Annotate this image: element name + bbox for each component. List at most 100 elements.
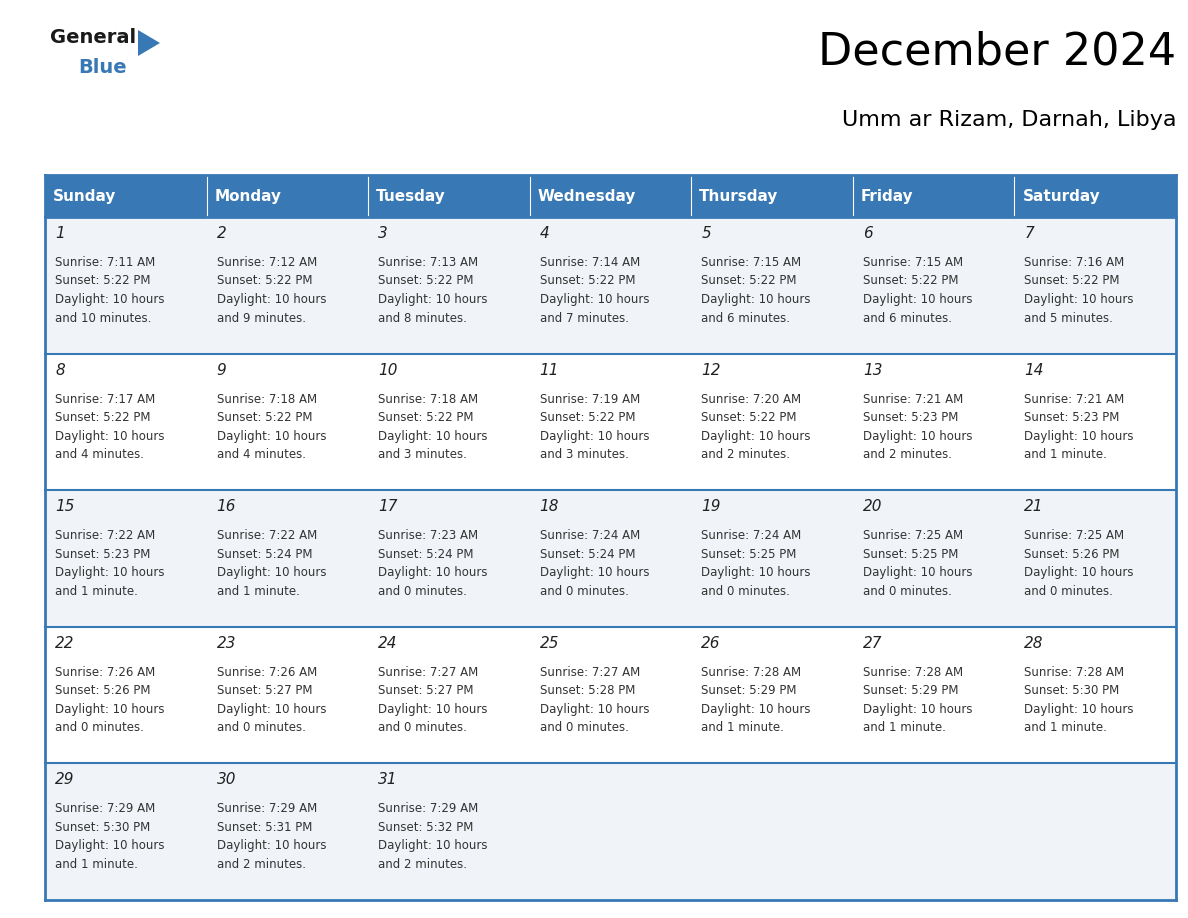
Bar: [853, 764, 1015, 900]
Text: Sunrise: 7:28 AM: Sunrise: 7:28 AM: [862, 666, 963, 678]
Text: Sunset: 5:22 PM: Sunset: 5:22 PM: [378, 274, 474, 287]
Text: Sunrise: 7:22 AM: Sunrise: 7:22 AM: [55, 529, 156, 543]
Bar: [45, 217, 207, 353]
Text: 8: 8: [55, 363, 65, 377]
Text: and 3 minutes.: and 3 minutes.: [378, 448, 467, 461]
Bar: [45, 627, 207, 764]
Text: and 1 minute.: and 1 minute.: [55, 585, 138, 598]
Text: Sunset: 5:27 PM: Sunset: 5:27 PM: [216, 684, 312, 698]
Text: 18: 18: [539, 499, 560, 514]
Text: and 1 minute.: and 1 minute.: [216, 585, 299, 598]
Text: and 2 minutes.: and 2 minutes.: [701, 448, 790, 461]
Bar: [207, 175, 368, 217]
Text: 24: 24: [378, 636, 398, 651]
Text: and 0 minutes.: and 0 minutes.: [701, 585, 790, 598]
Text: 19: 19: [701, 499, 721, 514]
Bar: [1015, 175, 1176, 217]
Text: Daylight: 10 hours: Daylight: 10 hours: [216, 703, 326, 716]
Text: Sunday: Sunday: [53, 188, 116, 204]
Bar: [368, 175, 530, 217]
Text: Sunrise: 7:21 AM: Sunrise: 7:21 AM: [862, 393, 963, 406]
Text: and 0 minutes.: and 0 minutes.: [378, 585, 467, 598]
Bar: [530, 490, 691, 627]
Text: Sunset: 5:22 PM: Sunset: 5:22 PM: [701, 274, 797, 287]
Bar: [45, 490, 207, 627]
Text: and 1 minute.: and 1 minute.: [701, 722, 784, 734]
Text: 23: 23: [216, 636, 236, 651]
Text: and 8 minutes.: and 8 minutes.: [378, 311, 467, 324]
Text: 5: 5: [701, 226, 712, 241]
Text: and 2 minutes.: and 2 minutes.: [378, 858, 467, 871]
Text: and 1 minute.: and 1 minute.: [55, 858, 138, 871]
Text: 9: 9: [216, 363, 227, 377]
Bar: [1015, 217, 1176, 353]
Text: Sunset: 5:23 PM: Sunset: 5:23 PM: [862, 411, 959, 424]
Text: Sunset: 5:22 PM: Sunset: 5:22 PM: [862, 274, 959, 287]
Bar: [207, 764, 368, 900]
Text: 11: 11: [539, 363, 560, 377]
Text: Daylight: 10 hours: Daylight: 10 hours: [378, 566, 487, 579]
Text: Daylight: 10 hours: Daylight: 10 hours: [1024, 293, 1133, 306]
Text: Sunset: 5:30 PM: Sunset: 5:30 PM: [1024, 684, 1119, 698]
Text: Sunrise: 7:23 AM: Sunrise: 7:23 AM: [378, 529, 479, 543]
Text: Sunset: 5:30 PM: Sunset: 5:30 PM: [55, 821, 150, 834]
Text: 12: 12: [701, 363, 721, 377]
Bar: [530, 217, 691, 353]
Bar: [530, 353, 691, 490]
Text: Daylight: 10 hours: Daylight: 10 hours: [862, 566, 972, 579]
Text: Sunset: 5:23 PM: Sunset: 5:23 PM: [55, 548, 151, 561]
Text: and 6 minutes.: and 6 minutes.: [862, 311, 952, 324]
Text: Daylight: 10 hours: Daylight: 10 hours: [539, 566, 649, 579]
Text: Sunrise: 7:14 AM: Sunrise: 7:14 AM: [539, 256, 640, 269]
Text: Sunset: 5:22 PM: Sunset: 5:22 PM: [1024, 274, 1120, 287]
Text: Sunrise: 7:15 AM: Sunrise: 7:15 AM: [862, 256, 963, 269]
Text: Sunset: 5:22 PM: Sunset: 5:22 PM: [539, 274, 636, 287]
Bar: [1015, 490, 1176, 627]
Text: Sunset: 5:22 PM: Sunset: 5:22 PM: [378, 411, 474, 424]
Text: 25: 25: [539, 636, 560, 651]
Text: Daylight: 10 hours: Daylight: 10 hours: [216, 430, 326, 442]
Bar: [1015, 353, 1176, 490]
Text: and 1 minute.: and 1 minute.: [862, 722, 946, 734]
Bar: [853, 175, 1015, 217]
Text: and 3 minutes.: and 3 minutes.: [539, 448, 628, 461]
Text: Sunset: 5:26 PM: Sunset: 5:26 PM: [1024, 548, 1120, 561]
Text: Sunrise: 7:19 AM: Sunrise: 7:19 AM: [539, 393, 640, 406]
Text: Umm ar Rizam, Darnah, Libya: Umm ar Rizam, Darnah, Libya: [841, 110, 1176, 130]
Bar: [207, 627, 368, 764]
Text: Blue: Blue: [78, 58, 127, 77]
Text: Sunset: 5:29 PM: Sunset: 5:29 PM: [862, 684, 959, 698]
Bar: [207, 490, 368, 627]
Text: and 5 minutes.: and 5 minutes.: [1024, 311, 1113, 324]
Text: Sunset: 5:32 PM: Sunset: 5:32 PM: [378, 821, 474, 834]
Text: Sunset: 5:31 PM: Sunset: 5:31 PM: [216, 821, 312, 834]
Bar: [691, 353, 853, 490]
Text: 20: 20: [862, 499, 883, 514]
Text: Sunrise: 7:28 AM: Sunrise: 7:28 AM: [1024, 666, 1125, 678]
Text: and 0 minutes.: and 0 minutes.: [539, 585, 628, 598]
Text: and 0 minutes.: and 0 minutes.: [539, 722, 628, 734]
Bar: [853, 353, 1015, 490]
Text: General: General: [50, 28, 137, 47]
Bar: [530, 627, 691, 764]
Text: Sunset: 5:25 PM: Sunset: 5:25 PM: [862, 548, 959, 561]
Text: Sunrise: 7:18 AM: Sunrise: 7:18 AM: [216, 393, 317, 406]
Text: Sunrise: 7:21 AM: Sunrise: 7:21 AM: [1024, 393, 1125, 406]
Text: December 2024: December 2024: [817, 30, 1176, 73]
Text: 26: 26: [701, 636, 721, 651]
Text: 17: 17: [378, 499, 398, 514]
Text: Sunrise: 7:24 AM: Sunrise: 7:24 AM: [539, 529, 640, 543]
Text: Daylight: 10 hours: Daylight: 10 hours: [55, 293, 164, 306]
Text: Daylight: 10 hours: Daylight: 10 hours: [701, 430, 810, 442]
Text: Friday: Friday: [861, 188, 914, 204]
Text: Sunset: 5:24 PM: Sunset: 5:24 PM: [216, 548, 312, 561]
Text: Daylight: 10 hours: Daylight: 10 hours: [862, 703, 972, 716]
Text: 29: 29: [55, 772, 75, 788]
Text: and 10 minutes.: and 10 minutes.: [55, 311, 151, 324]
Bar: [1015, 764, 1176, 900]
Polygon shape: [138, 30, 160, 56]
Text: Sunrise: 7:27 AM: Sunrise: 7:27 AM: [378, 666, 479, 678]
Bar: [45, 764, 207, 900]
Text: Thursday: Thursday: [700, 188, 779, 204]
Text: 30: 30: [216, 772, 236, 788]
